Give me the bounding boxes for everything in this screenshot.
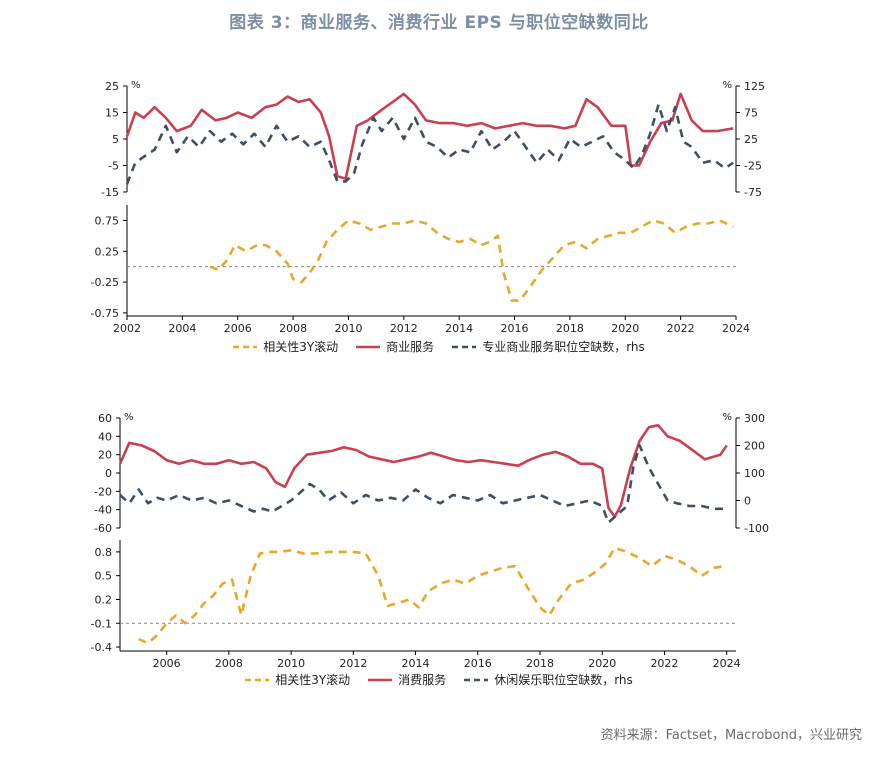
chart1: 25 15 5 -5 -15 125 75 25 -25 -75% % 0.75 0.25 -0.25 -0… [91,80,765,335]
series-line-专业商业服务职位空缺数，rhs [125,103,734,185]
legend-swatch [464,678,489,681]
y-tick-label: 0 [105,467,112,480]
x-tick-label: 2022 [650,657,678,670]
figure-title: 图表 3：商业服务、消费行业 EPS 与职位空缺数同比 [229,13,649,33]
legend-chart1: 相关性3Y滚动 商业服务 专业商业服务职位空缺数，rhs [0,338,878,355]
y2-tick-label: -75 [744,186,762,199]
y-tick-label: -0.75 [91,307,119,320]
x-tick-label: 2004 [168,322,196,335]
y-tick-label: 5 [112,133,119,146]
series-line-相关性3Y滚动 [138,546,724,645]
y-tick-label: 20 [98,449,112,462]
x-tick-label: 2006 [153,657,181,670]
x-tick-label: 2002 [113,322,141,335]
chart1-top-panel: 25 15 5 -5 -15 125 75 25 -25 -75%% [101,80,765,199]
x-tick-label: 2006 [224,322,252,335]
right-unit-label: % [722,412,732,423]
y-tick-label: 15 [105,107,119,120]
y2-tick-label: 0 [744,495,751,508]
y-tick-label: 0.5 [95,570,113,583]
y-tick-label: -0.25 [91,276,119,289]
chart1-bottom-panel: 0.75 0.25 -0.25 -0.75 [91,205,736,320]
legend-swatch [452,345,477,348]
x-tick-label: 2022 [667,322,695,335]
y-tick-label: -15 [101,186,119,199]
legend-item: 专业商业服务职位空缺数，rhs [452,338,645,355]
y2-tick-label: 100 [744,467,765,480]
x-tick-label: 2020 [588,657,616,670]
x-tick-label: 2016 [464,657,492,670]
x-tick-label: 2020 [611,322,639,335]
x-tick-label: 2018 [526,657,554,670]
y-tick-label: 0.8 [95,546,113,559]
legend-item: 商业服务 [356,338,434,355]
y2-tick-label: -100 [744,522,769,535]
y2-tick-label: 125 [744,80,765,93]
legend-chart2: 相关性3Y滚动 消费服务 休闲娱乐职位空缺数，rhs [0,671,878,688]
x-tick-label: 2010 [277,657,305,670]
source-note: 资料来源：Factset，Macrobond，兴业研究 [600,728,862,743]
legend-item: 休闲娱乐职位空缺数，rhs [464,671,633,688]
y-tick-label: -5 [108,160,119,173]
chart2-bottom-panel: 0.8 0.5 0.2 -0.1 -0.4 [91,540,736,654]
legend-label: 休闲娱乐职位空缺数，rhs [494,673,633,687]
x-tick-label: 2014 [445,322,473,335]
legend-swatch [233,345,258,348]
x-tick-label: 2008 [279,322,307,335]
y-tick-label: 0.25 [95,245,120,258]
x-tick-label: 2008 [215,657,243,670]
legend-item: 相关性3Y滚动 [245,671,350,688]
y-tick-label: -0.1 [91,617,112,630]
y-tick-label: -20 [94,485,112,498]
legend-label: 相关性3Y滚动 [275,673,351,687]
x-tick-label: 2014 [402,657,430,670]
x-tick-label: 2018 [556,322,584,335]
legend-label: 商业服务 [386,340,435,354]
right-unit-label: % [722,80,732,91]
x-tick-label: 2012 [390,322,418,335]
legend-swatch [368,678,393,681]
legend-label: 相关性3Y滚动 [263,340,339,354]
y2-tick-label: 25 [744,133,758,146]
y2-tick-label: 200 [744,440,765,453]
y2-tick-label: 300 [744,412,765,425]
y-tick-label: -0.4 [91,641,112,654]
y2-tick-label: -25 [744,160,762,173]
legend-item: 相关性3Y滚动 [233,338,338,355]
y-tick-label: 0.2 [95,593,113,606]
legend-label: 专业商业服务职位空缺数，rhs [482,340,645,354]
series-line-商业服务 [125,92,734,181]
series-line-消费服务 [118,423,728,519]
y2-tick-label: 75 [744,107,758,120]
y-tick-label: 60 [98,412,112,425]
legend-swatch [245,678,270,681]
left-unit-label: % [131,80,141,91]
x-tick-label: 2024 [713,657,741,670]
series-line-相关性3Y滚动 [209,219,734,302]
y-tick-label: 25 [105,80,119,93]
y-tick-label: -40 [94,504,112,517]
y-tick-label: -60 [94,522,112,535]
legend-item: 消费服务 [368,671,446,688]
series-line-休闲娱乐职位空缺数，rhs [119,444,724,524]
y-tick-label: 40 [98,430,112,443]
y-tick-label: 0.75 [95,214,120,227]
legend-label: 消费服务 [398,673,447,687]
x-tick-label: 2010 [334,322,362,335]
x-tick-label: 2012 [339,657,367,670]
x-tick-label: 2024 [722,322,750,335]
left-unit-label: % [124,412,134,423]
x-tick-label: 2016 [501,322,529,335]
legend-swatch [356,345,381,348]
